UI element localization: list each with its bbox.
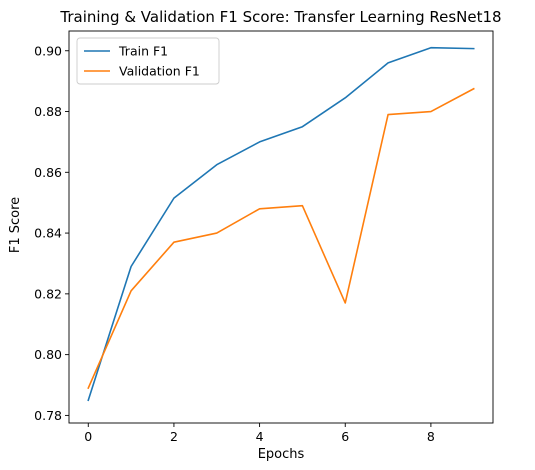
legend-box	[76, 37, 220, 85]
x-tick-label-1: 2	[170, 429, 178, 444]
x-tick-label-0: 0	[84, 429, 92, 444]
y-axis-label: F1 Score	[8, 197, 23, 253]
y-tick-label-1: 0.80	[34, 347, 62, 362]
y-tick-label-0: 0.78	[34, 408, 62, 423]
y-tick-label-6: 0.90	[34, 43, 62, 58]
y-tick-label-2: 0.82	[34, 286, 62, 301]
legend-entry-0: Train F1	[118, 44, 168, 59]
x-axis-label: Epochs	[258, 447, 305, 462]
legend-entry-1: Validation F1	[119, 64, 200, 79]
y-tick-label-5: 0.88	[34, 104, 62, 119]
plot-frame	[68, 30, 494, 424]
series-line-1	[87, 87, 475, 390]
series-line-0	[87, 46, 475, 402]
chart-title: Training & Validation F1 Score: Transfer…	[59, 8, 501, 26]
x-tick-label-2: 4	[256, 429, 264, 444]
plot-area: 0 2 4 6 8 0.78 0.80 0.82 0.84 0.86 0.88 0.90	[34, 30, 494, 444]
y-tick-label-3: 0.84	[34, 226, 62, 241]
x-tick-label-4: 8	[427, 429, 435, 444]
y-tick-label-4: 0.86	[34, 165, 62, 180]
legend: Train F1 Validation F1	[76, 37, 220, 85]
x-tick-label-3: 6	[341, 429, 349, 444]
